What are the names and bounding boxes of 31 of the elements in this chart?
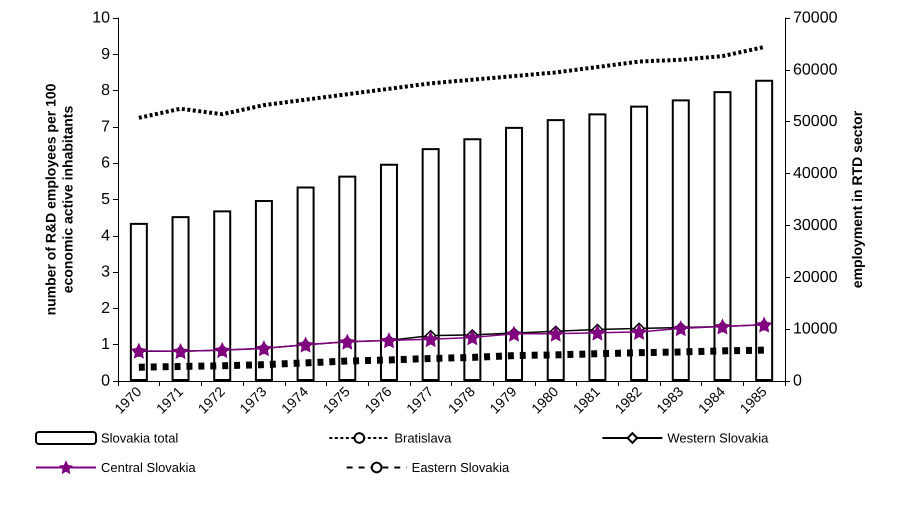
y-axis-title: number of R&D employees per 100 economic active inhabitants [42, 83, 76, 316]
y-tick-label: 2 [101, 300, 110, 317]
y-tick-label: 0 [101, 372, 110, 390]
legend-label: Western Slovakia [667, 430, 770, 446]
y-tick-label: 6 [101, 154, 110, 172]
point [632, 324, 647, 340]
y-tick-label: 3 [101, 264, 110, 281]
legend-label: Bratislava [394, 430, 452, 446]
y-tick-label: 5 [101, 191, 110, 208]
y2-tick-label: 0 [793, 372, 802, 390]
point [590, 325, 605, 340]
legend-label: Central Slovakia [101, 460, 196, 475]
y2-tick-label: 10000 [793, 320, 838, 338]
y2-tick-label: 20000 [793, 268, 838, 286]
y-tick-label: 7 [101, 118, 110, 136]
point [423, 332, 438, 347]
y2-tick-label: 60000 [793, 61, 838, 78]
y-tick-label: 1 [101, 336, 110, 354]
legend-label: Slovakia total [101, 430, 178, 446]
y2-axis-title: employment in RTD sector [848, 110, 865, 288]
y-tick-label: 9 [101, 46, 110, 63]
y2-tick-label: 50000 [793, 113, 838, 130]
y-tick-label: 8 [101, 82, 110, 100]
y2-tick-label: 40000 [793, 165, 838, 182]
point [548, 326, 564, 342]
y2-tick-label: 70000 [793, 10, 838, 26]
y2-tick-label: 30000 [793, 216, 838, 234]
point [464, 330, 480, 345]
y-tick-label: 10 [92, 10, 110, 26]
legend-label: Eastern Slovakia [412, 460, 510, 475]
y-tick-label: 4 [101, 227, 110, 244]
